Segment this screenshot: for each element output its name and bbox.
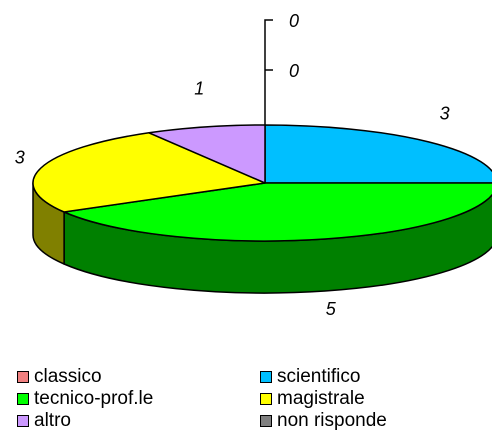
slice-scientifico xyxy=(264,124,492,184)
legend-label: scientifico xyxy=(277,366,361,387)
data-label-altro: 1 xyxy=(194,78,204,98)
legend-item-classico: classico xyxy=(17,366,102,388)
legend-swatch xyxy=(17,415,29,427)
legend-item-magistrale: magistrale xyxy=(260,388,365,410)
legend-swatch xyxy=(260,415,272,427)
legend-label: classico xyxy=(34,366,102,387)
pie-tops xyxy=(32,124,492,242)
data-labels: 0 3 5 3 1 0 xyxy=(15,11,450,319)
legend-item-altro: altro xyxy=(17,410,71,432)
slice-tecnico-prof-le xyxy=(63,182,492,242)
legend-item-tecnico-prof-le: tecnico-prof.le xyxy=(17,388,153,410)
legend-label: altro xyxy=(34,410,71,431)
slice-altro xyxy=(148,124,266,184)
legend-label: non risponde xyxy=(277,410,387,431)
data-label-classico: 0 xyxy=(289,11,299,31)
data-label-magistrale: 3 xyxy=(15,148,25,168)
legend-swatch xyxy=(17,393,29,405)
legend-swatch xyxy=(260,393,272,405)
pie-chart: 0 3 5 3 1 0 xyxy=(15,11,492,319)
slice-magistrale xyxy=(32,132,266,213)
zero-value-leaders xyxy=(264,19,273,125)
legend: classico scientifico tecnico-prof.le magist… xyxy=(0,362,492,436)
legend-swatch xyxy=(260,371,272,383)
data-label-tecnico-prof-le: 5 xyxy=(326,299,337,319)
legend-label: magistrale xyxy=(277,388,365,409)
legend-item-non-risponde: non risponde xyxy=(260,410,387,432)
legend-label: tecnico-prof.le xyxy=(34,388,154,409)
legend-item-scientifico: scientifico xyxy=(260,366,360,388)
legend-swatch xyxy=(17,371,29,383)
data-label-scientifico: 3 xyxy=(440,104,450,124)
zero-leader-line xyxy=(264,19,273,125)
data-label-non-risponde: 0 xyxy=(289,61,299,81)
